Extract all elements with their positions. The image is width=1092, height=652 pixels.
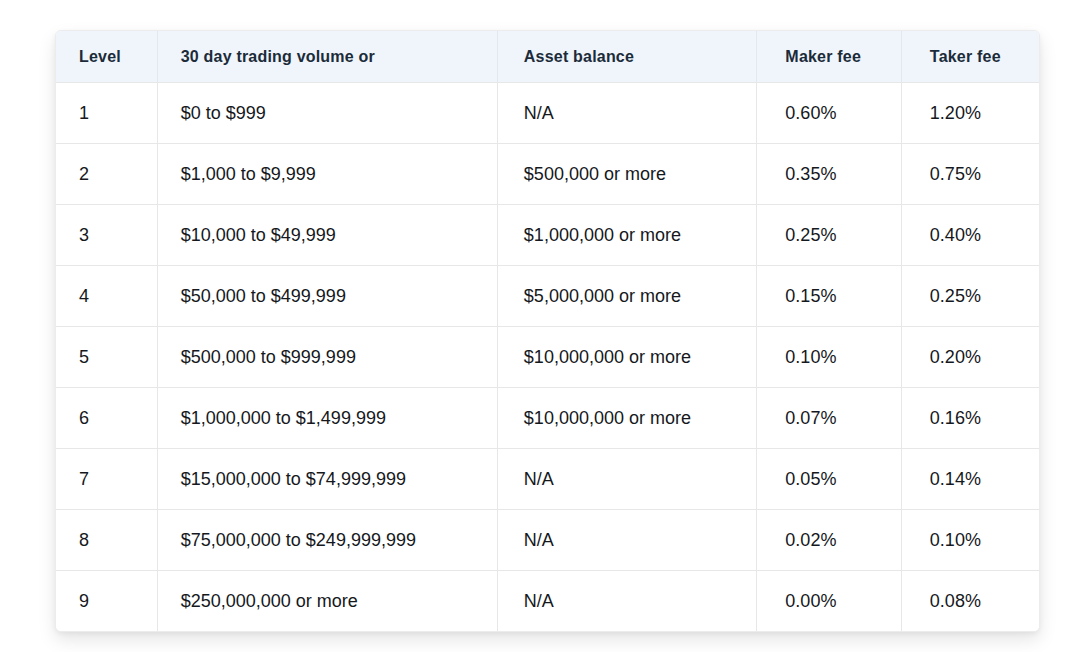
level-cell: 1	[56, 83, 157, 144]
table-row: 2 $1,000 to $9,999 $500,000 or more 0.35…	[56, 144, 1039, 205]
asset-balance-cell: N/A	[497, 510, 757, 571]
volume-cell: $250,000,000 or more	[157, 571, 497, 632]
taker-fee-cell: 0.16%	[901, 388, 1039, 449]
maker-fee-cell: 0.35%	[757, 144, 902, 205]
taker-fee-cell: 0.75%	[901, 144, 1039, 205]
column-header-taker-fee: Taker fee	[901, 31, 1039, 83]
asset-balance-cell: $5,000,000 or more	[497, 266, 757, 327]
taker-fee-cell: 0.25%	[901, 266, 1039, 327]
maker-fee-cell: 0.15%	[757, 266, 902, 327]
volume-cell: $1,000,000 to $1,499,999	[157, 388, 497, 449]
asset-balance-cell: N/A	[497, 449, 757, 510]
table-row: 3 $10,000 to $49,999 $1,000,000 or more …	[56, 205, 1039, 266]
maker-fee-cell: 0.60%	[757, 83, 902, 144]
level-cell: 2	[56, 144, 157, 205]
page: Level 30 day trading volume or Asset bal…	[0, 0, 1092, 652]
table-body: 1 $0 to $999 N/A 0.60% 1.20% 2 $1,000 to…	[56, 83, 1039, 632]
taker-fee-cell: 0.08%	[901, 571, 1039, 632]
asset-balance-cell: $1,000,000 or more	[497, 205, 757, 266]
table-row: 5 $500,000 to $999,999 $10,000,000 or mo…	[56, 327, 1039, 388]
volume-cell: $15,000,000 to $74,999,999	[157, 449, 497, 510]
maker-fee-cell: 0.02%	[757, 510, 902, 571]
table-row: 6 $1,000,000 to $1,499,999 $10,000,000 o…	[56, 388, 1039, 449]
asset-balance-cell: $10,000,000 or more	[497, 388, 757, 449]
level-cell: 8	[56, 510, 157, 571]
fee-table-card: Level 30 day trading volume or Asset bal…	[55, 30, 1040, 632]
fee-schedule-table: Level 30 day trading volume or Asset bal…	[56, 31, 1039, 631]
table-header-row: Level 30 day trading volume or Asset bal…	[56, 31, 1039, 83]
volume-cell: $75,000,000 to $249,999,999	[157, 510, 497, 571]
maker-fee-cell: 0.05%	[757, 449, 902, 510]
asset-balance-cell: N/A	[497, 571, 757, 632]
volume-cell: $10,000 to $49,999	[157, 205, 497, 266]
asset-balance-cell: $10,000,000 or more	[497, 327, 757, 388]
volume-cell: $0 to $999	[157, 83, 497, 144]
table-row: 8 $75,000,000 to $249,999,999 N/A 0.02% …	[56, 510, 1039, 571]
volume-cell: $50,000 to $499,999	[157, 266, 497, 327]
column-header-volume: 30 day trading volume or	[157, 31, 497, 83]
column-header-asset-balance: Asset balance	[497, 31, 757, 83]
column-header-maker-fee: Maker fee	[757, 31, 902, 83]
taker-fee-cell: 1.20%	[901, 83, 1039, 144]
level-cell: 9	[56, 571, 157, 632]
table-row: 1 $0 to $999 N/A 0.60% 1.20%	[56, 83, 1039, 144]
taker-fee-cell: 0.14%	[901, 449, 1039, 510]
table-row: 7 $15,000,000 to $74,999,999 N/A 0.05% 0…	[56, 449, 1039, 510]
taker-fee-cell: 0.10%	[901, 510, 1039, 571]
table-row: 9 $250,000,000 or more N/A 0.00% 0.08%	[56, 571, 1039, 632]
maker-fee-cell: 0.25%	[757, 205, 902, 266]
volume-cell: $1,000 to $9,999	[157, 144, 497, 205]
column-header-level: Level	[56, 31, 157, 83]
maker-fee-cell: 0.07%	[757, 388, 902, 449]
taker-fee-cell: 0.20%	[901, 327, 1039, 388]
maker-fee-cell: 0.00%	[757, 571, 902, 632]
level-cell: 5	[56, 327, 157, 388]
level-cell: 7	[56, 449, 157, 510]
level-cell: 6	[56, 388, 157, 449]
level-cell: 4	[56, 266, 157, 327]
table-row: 4 $50,000 to $499,999 $5,000,000 or more…	[56, 266, 1039, 327]
asset-balance-cell: N/A	[497, 83, 757, 144]
maker-fee-cell: 0.10%	[757, 327, 902, 388]
volume-cell: $500,000 to $999,999	[157, 327, 497, 388]
level-cell: 3	[56, 205, 157, 266]
taker-fee-cell: 0.40%	[901, 205, 1039, 266]
table-header: Level 30 day trading volume or Asset bal…	[56, 31, 1039, 83]
asset-balance-cell: $500,000 or more	[497, 144, 757, 205]
